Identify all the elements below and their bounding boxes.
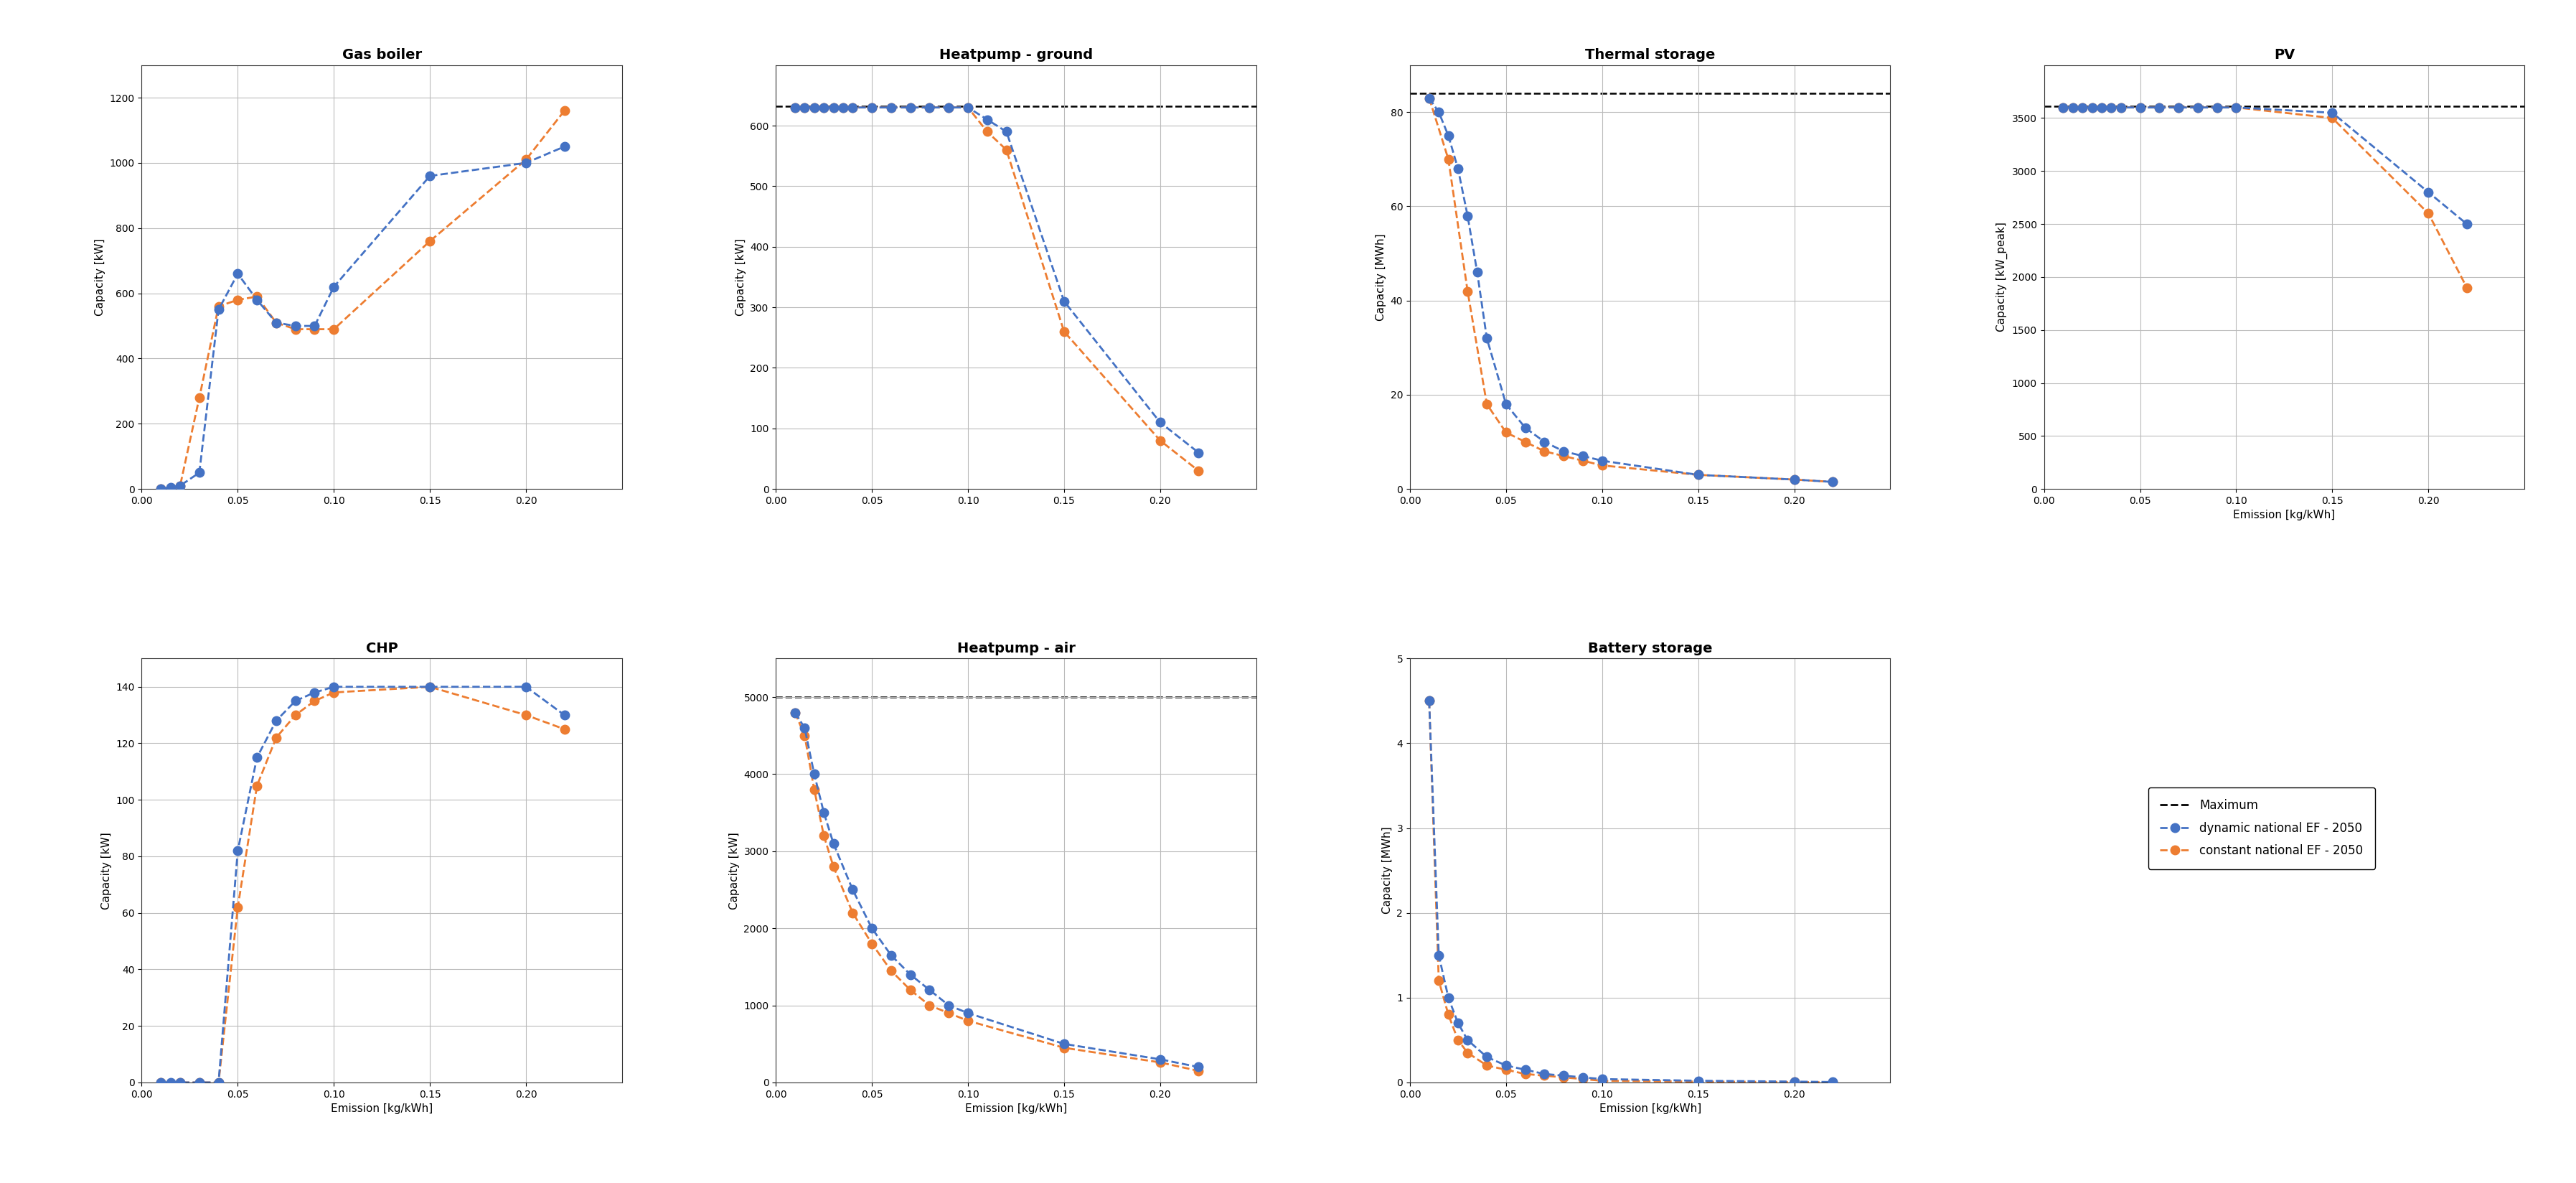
- Legend: Maximum, dynamic national EF - 2050, constant national EF - 2050: Maximum, dynamic national EF - 2050, con…: [2148, 787, 2375, 870]
- Y-axis label: Capacity [kW]: Capacity [kW]: [729, 832, 739, 910]
- Title: Battery storage: Battery storage: [1587, 642, 1713, 655]
- Y-axis label: Capacity [kW]: Capacity [kW]: [95, 238, 106, 316]
- Title: Gas boiler: Gas boiler: [343, 49, 422, 62]
- X-axis label: Emission [kg/kWh]: Emission [kg/kWh]: [330, 1104, 433, 1114]
- Y-axis label: Capacity [kW_peak]: Capacity [kW_peak]: [1996, 222, 2007, 332]
- Y-axis label: Capacity [kW]: Capacity [kW]: [734, 238, 747, 316]
- Y-axis label: Capacity [kW]: Capacity [kW]: [100, 832, 111, 910]
- Y-axis label: Capacity [MWh]: Capacity [MWh]: [1376, 233, 1386, 321]
- Title: Heatpump - ground: Heatpump - ground: [940, 49, 1092, 62]
- X-axis label: Emission [kg/kWh]: Emission [kg/kWh]: [966, 1104, 1066, 1114]
- Y-axis label: Capacity [MWh]: Capacity [MWh]: [1381, 827, 1394, 914]
- X-axis label: Emission [kg/kWh]: Emission [kg/kWh]: [2233, 510, 2336, 521]
- Title: Thermal storage: Thermal storage: [1584, 49, 1716, 62]
- Title: Heatpump - air: Heatpump - air: [956, 642, 1074, 655]
- Title: PV: PV: [2275, 49, 2295, 62]
- X-axis label: Emission [kg/kWh]: Emission [kg/kWh]: [1600, 1104, 1700, 1114]
- Title: CHP: CHP: [366, 642, 397, 655]
